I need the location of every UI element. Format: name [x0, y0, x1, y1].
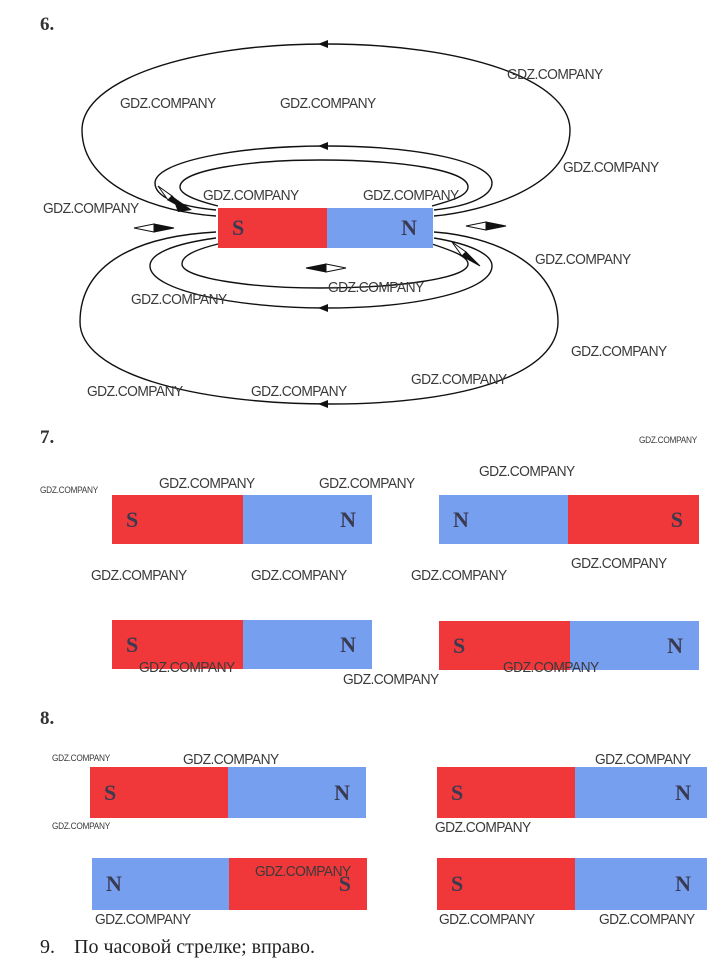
- watermark: GDZ.COMPANY: [203, 187, 299, 204]
- watermark: GDZ.COMPANY: [563, 159, 659, 176]
- pole-label-n: N: [667, 632, 683, 658]
- answer-9: По часовой стрелке; вправо.: [74, 936, 315, 958]
- watermark: GDZ.COMPANY: [139, 659, 235, 676]
- magnet-7c: S N: [112, 620, 372, 669]
- watermark: GDZ.COMPANY: [639, 435, 698, 445]
- pole-label-s: S: [232, 215, 245, 240]
- magnet-6-south-pole: S: [218, 208, 327, 248]
- watermark: GDZ.COMPANY: [95, 911, 191, 928]
- field-lines-diagram: [79, 40, 571, 408]
- watermark: GDZ.COMPANY: [571, 343, 667, 360]
- problem-number-6: 6.: [40, 14, 55, 35]
- watermark: GDZ.COMPANY: [251, 567, 347, 584]
- pole-label-n: N: [340, 631, 356, 657]
- watermark: GDZ.COMPANY: [43, 200, 139, 217]
- field-arrow-lower-outer: [318, 400, 328, 408]
- watermark: GDZ.COMPANY: [319, 475, 415, 492]
- watermark: GDZ.COMPANY: [87, 383, 183, 400]
- watermark: GDZ.COMPANY: [131, 291, 227, 308]
- pole-label-n: N: [340, 506, 356, 532]
- watermark: GDZ.COMPANY: [255, 863, 351, 880]
- pole-label-s: S: [670, 506, 683, 532]
- magnet-8a: S N: [90, 767, 366, 818]
- watermark: GDZ.COMPANY: [535, 251, 631, 268]
- field-arrow-upper-inner: [318, 142, 328, 150]
- pole-label-n: N: [675, 871, 691, 896]
- magnet-8d: S N: [437, 858, 707, 910]
- compass-needle-lower-right: [451, 241, 481, 267]
- pole-label-s: S: [126, 506, 139, 532]
- magnet-6-north-pole: N: [327, 208, 433, 248]
- magnet-7b: N S: [439, 495, 699, 544]
- field-arrow-lower-inner: [318, 304, 328, 312]
- pole-label-n: N: [106, 871, 122, 896]
- magnet-8c: N S: [92, 858, 367, 910]
- magnet-6: S N: [218, 208, 433, 248]
- field-line-lower-innermost: [181, 243, 469, 289]
- watermark: GDZ.COMPANY: [52, 821, 111, 831]
- watermark: GDZ.COMPANY: [439, 911, 535, 928]
- compass-needle-upper-left: [157, 185, 187, 211]
- watermark: GDZ.COMPANY: [411, 567, 507, 584]
- watermark: GDZ.COMPANY: [599, 911, 695, 928]
- watermark: GDZ.COMPANY: [120, 95, 216, 112]
- watermark: GDZ.COMPANY: [91, 567, 187, 584]
- compass-needle-left: [133, 223, 175, 233]
- field-line-upper-innermost: [179, 159, 469, 207]
- watermark: GDZ.COMPANY: [479, 463, 575, 480]
- field-arrow-upper-outer: [318, 40, 328, 48]
- watermark: GDZ.COMPANY: [503, 659, 599, 676]
- problem-number-7: 7.: [40, 427, 55, 448]
- problem-number-9: 9.: [40, 936, 55, 958]
- field-arrow-upper-innermost: [172, 196, 192, 212]
- watermark: GDZ.COMPANY: [183, 751, 279, 768]
- field-line-lower-outer: [79, 231, 559, 405]
- watermark: GDZ.COMPANY: [411, 371, 507, 388]
- pole-label-s: S: [338, 871, 351, 896]
- watermark: GDZ.COMPANY: [595, 751, 691, 768]
- watermark: GDZ.COMPANY: [363, 187, 459, 204]
- pole-label-n: N: [675, 779, 691, 805]
- watermark: GDZ.COMPANY: [251, 383, 347, 400]
- magnet-8b: S N: [437, 767, 707, 818]
- compass-needle-right: [465, 221, 507, 231]
- watermark: GDZ.COMPANY: [571, 555, 667, 572]
- pole-label-n: N: [401, 215, 417, 240]
- pole-label-s: S: [104, 779, 117, 805]
- watermark: GDZ.COMPANY: [507, 66, 603, 83]
- pole-label-s: S: [453, 632, 466, 658]
- magnet-7d: S N: [439, 621, 699, 670]
- watermark: GDZ.COMPANY: [328, 279, 424, 296]
- watermark: GDZ.COMPANY: [40, 485, 99, 495]
- watermark: GDZ.COMPANY: [435, 819, 531, 836]
- watermark: GDZ.COMPANY: [280, 95, 376, 112]
- magnet-7a: S N: [112, 495, 372, 544]
- pole-label-n: N: [334, 779, 350, 805]
- pole-label-n: N: [453, 506, 469, 532]
- pole-label-s: S: [451, 779, 464, 805]
- compass-needle-center: [305, 263, 347, 273]
- field-line-upper-outer: [81, 43, 571, 217]
- problem-number-8: 8.: [40, 708, 55, 729]
- pole-label-s: S: [126, 631, 139, 657]
- watermark: GDZ.COMPANY: [52, 753, 111, 763]
- watermark: GDZ.COMPANY: [343, 671, 439, 688]
- watermark: GDZ.COMPANY: [159, 475, 255, 492]
- pole-label-s: S: [451, 871, 464, 896]
